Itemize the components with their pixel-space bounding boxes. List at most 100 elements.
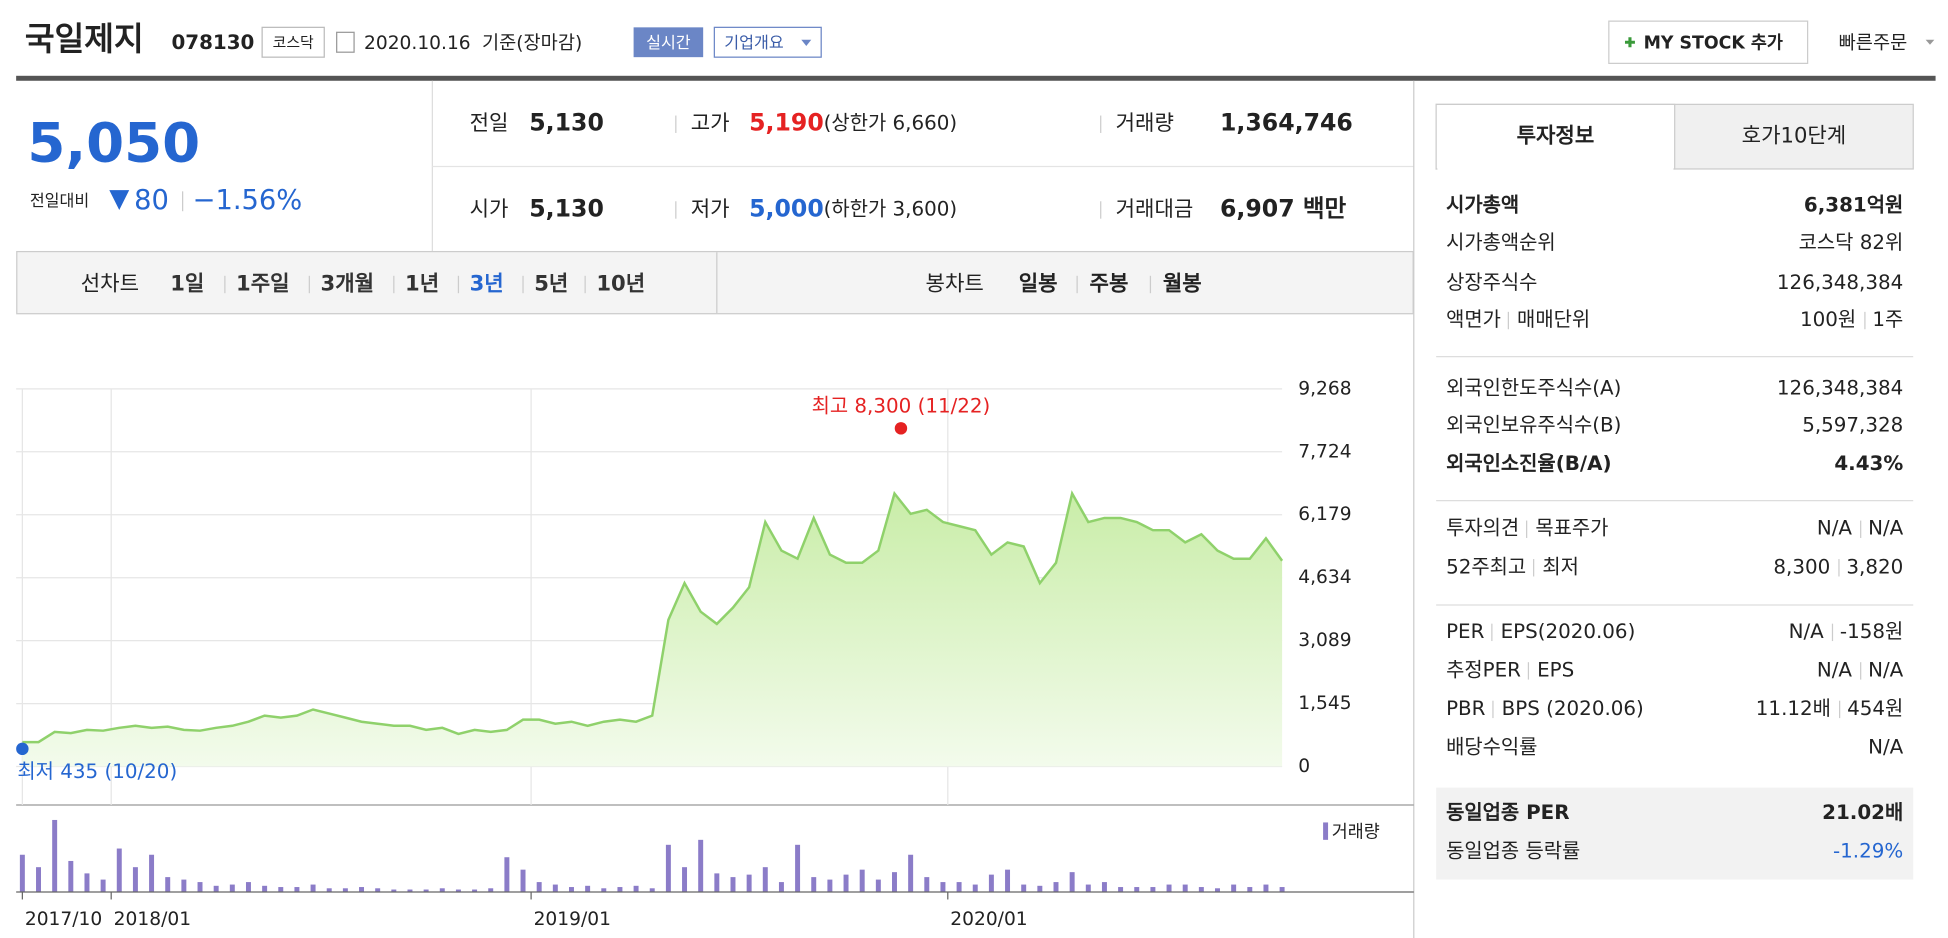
quote-label: 고가 bbox=[691, 110, 730, 135]
volume-bar bbox=[423, 889, 429, 893]
period-item[interactable]: 3년 bbox=[470, 271, 504, 296]
volume-bar bbox=[714, 873, 720, 893]
realtime-button[interactable] bbox=[633, 27, 704, 58]
quote-label: 저가 bbox=[691, 196, 730, 221]
info-label: BPS (2020.06) bbox=[1502, 697, 1644, 720]
dropdown-arrow bbox=[801, 39, 812, 46]
y-tick-label: 1,545 bbox=[1298, 693, 1351, 714]
volume-bar bbox=[585, 885, 591, 893]
volume-bar bbox=[1247, 887, 1253, 893]
quote-value: 5,190 bbox=[749, 109, 824, 137]
y-tick-label: 4,634 bbox=[1298, 567, 1351, 588]
info-label: 동일업종 등락률 bbox=[1446, 840, 1580, 863]
info-label: 상장주식수 bbox=[1446, 271, 1537, 294]
volume-bar bbox=[665, 844, 671, 893]
volume-bar bbox=[520, 869, 526, 893]
y-tick-label: 6,179 bbox=[1298, 504, 1351, 525]
volume-bar bbox=[1101, 882, 1107, 893]
info-label: PBR bbox=[1446, 697, 1486, 720]
volume-bar bbox=[1069, 872, 1075, 893]
volume-bar bbox=[149, 854, 155, 893]
volume-bar bbox=[181, 879, 187, 893]
quote-label: 거래대금 bbox=[1116, 196, 1194, 221]
volume-bar bbox=[956, 882, 962, 893]
volume-bar bbox=[375, 888, 381, 893]
mystock-button[interactable] bbox=[1608, 20, 1809, 64]
x-tick-label: 2018/01 bbox=[114, 909, 191, 930]
volume-bar bbox=[617, 887, 623, 893]
info-value: N/A bbox=[1789, 620, 1825, 643]
change-label: 전일대비 bbox=[30, 191, 89, 210]
industry-box bbox=[1436, 787, 1914, 880]
volume-bar bbox=[472, 889, 478, 893]
info-value: 21.02배 bbox=[1822, 801, 1903, 824]
info-label: 배당수익률 bbox=[1446, 735, 1537, 758]
price-line bbox=[22, 490, 1284, 744]
period-item[interactable]: 10년 bbox=[596, 271, 645, 296]
date: 2020.10.16 bbox=[364, 33, 471, 54]
candle-item[interactable]: 주봉 bbox=[1090, 271, 1129, 296]
quote-value: 5,130 bbox=[529, 109, 604, 137]
period-item[interactable]: 1일 bbox=[170, 271, 204, 296]
volume-bar bbox=[682, 867, 688, 893]
info-label: EPS bbox=[1537, 658, 1574, 681]
quote-value: 6,907 백만 bbox=[1220, 194, 1347, 222]
tab[interactable]: 투자정보 bbox=[1517, 123, 1595, 148]
volume-bar bbox=[132, 867, 138, 893]
info-label: 동일업종 PER bbox=[1446, 801, 1569, 824]
quote-extra: (하한가 3,600) bbox=[824, 197, 957, 220]
annotation-label: 최고 8,300 (11/22) bbox=[812, 395, 991, 418]
quote-label: 거래량 bbox=[1116, 110, 1174, 135]
volume-bar bbox=[1231, 884, 1237, 893]
volume-bar bbox=[730, 877, 736, 893]
x-tick-label: 2020/01 bbox=[950, 909, 1027, 930]
info-label: 52주최고 bbox=[1446, 555, 1526, 578]
dropdown-arrow bbox=[1925, 39, 1935, 45]
period-item[interactable]: 3개월 bbox=[321, 271, 375, 296]
period-item[interactable]: 1주일 bbox=[236, 271, 290, 296]
volume-bar bbox=[100, 879, 106, 893]
volume-bar bbox=[1198, 887, 1204, 893]
info-label: EPS(2020.06) bbox=[1501, 620, 1636, 643]
change-rate: −1.56% bbox=[193, 185, 303, 216]
volume-bar bbox=[294, 887, 300, 893]
annotation-label: 최저 435 (10/20) bbox=[17, 760, 177, 783]
period-item[interactable]: 5년 bbox=[534, 271, 568, 296]
volume-bar bbox=[245, 882, 251, 893]
legend-swatch bbox=[1323, 822, 1329, 840]
volume-bar bbox=[326, 888, 332, 893]
volume-bar bbox=[213, 885, 219, 893]
volume-bar bbox=[116, 848, 122, 893]
volume-bar bbox=[52, 819, 58, 893]
info-value: 100원 bbox=[1800, 308, 1856, 331]
candle-item[interactable]: 일봉 bbox=[1019, 271, 1058, 296]
volume-bar bbox=[36, 867, 41, 893]
volume-bar bbox=[278, 887, 284, 893]
quote-extra: (상한가 6,660) bbox=[824, 112, 957, 135]
info-label: 외국인보유주식수(B) bbox=[1446, 414, 1621, 437]
volume-bar bbox=[924, 877, 930, 893]
tab[interactable]: 호가10단계 bbox=[1742, 123, 1847, 148]
overview[interactable]: 기업개요 bbox=[724, 33, 784, 52]
volume-bar bbox=[940, 882, 946, 893]
volume-bar bbox=[391, 889, 397, 893]
volume-bar bbox=[310, 884, 316, 893]
candle-item[interactable]: 월봉 bbox=[1163, 271, 1202, 296]
realtime[interactable]: 실시간 bbox=[646, 33, 691, 52]
mystock[interactable]: MY STOCK 추가 bbox=[1644, 33, 1783, 53]
quote-value: 5,130 bbox=[529, 194, 604, 222]
volume-bar bbox=[1263, 884, 1269, 893]
info-value: 126,348,384 bbox=[1777, 376, 1903, 399]
volume-bar bbox=[762, 867, 768, 893]
info-label: 액면가 bbox=[1446, 308, 1501, 331]
quick-order[interactable]: 빠른주문 bbox=[1839, 33, 1908, 54]
volume-bar bbox=[1021, 884, 1027, 893]
plus-icon bbox=[1624, 37, 1635, 48]
calendar-icon bbox=[336, 31, 355, 53]
volume-bar bbox=[1215, 888, 1220, 893]
period-item[interactable]: 1년 bbox=[405, 271, 439, 296]
volume-bar bbox=[262, 885, 268, 893]
volume-bar bbox=[68, 860, 74, 893]
volume-bar bbox=[84, 873, 90, 893]
